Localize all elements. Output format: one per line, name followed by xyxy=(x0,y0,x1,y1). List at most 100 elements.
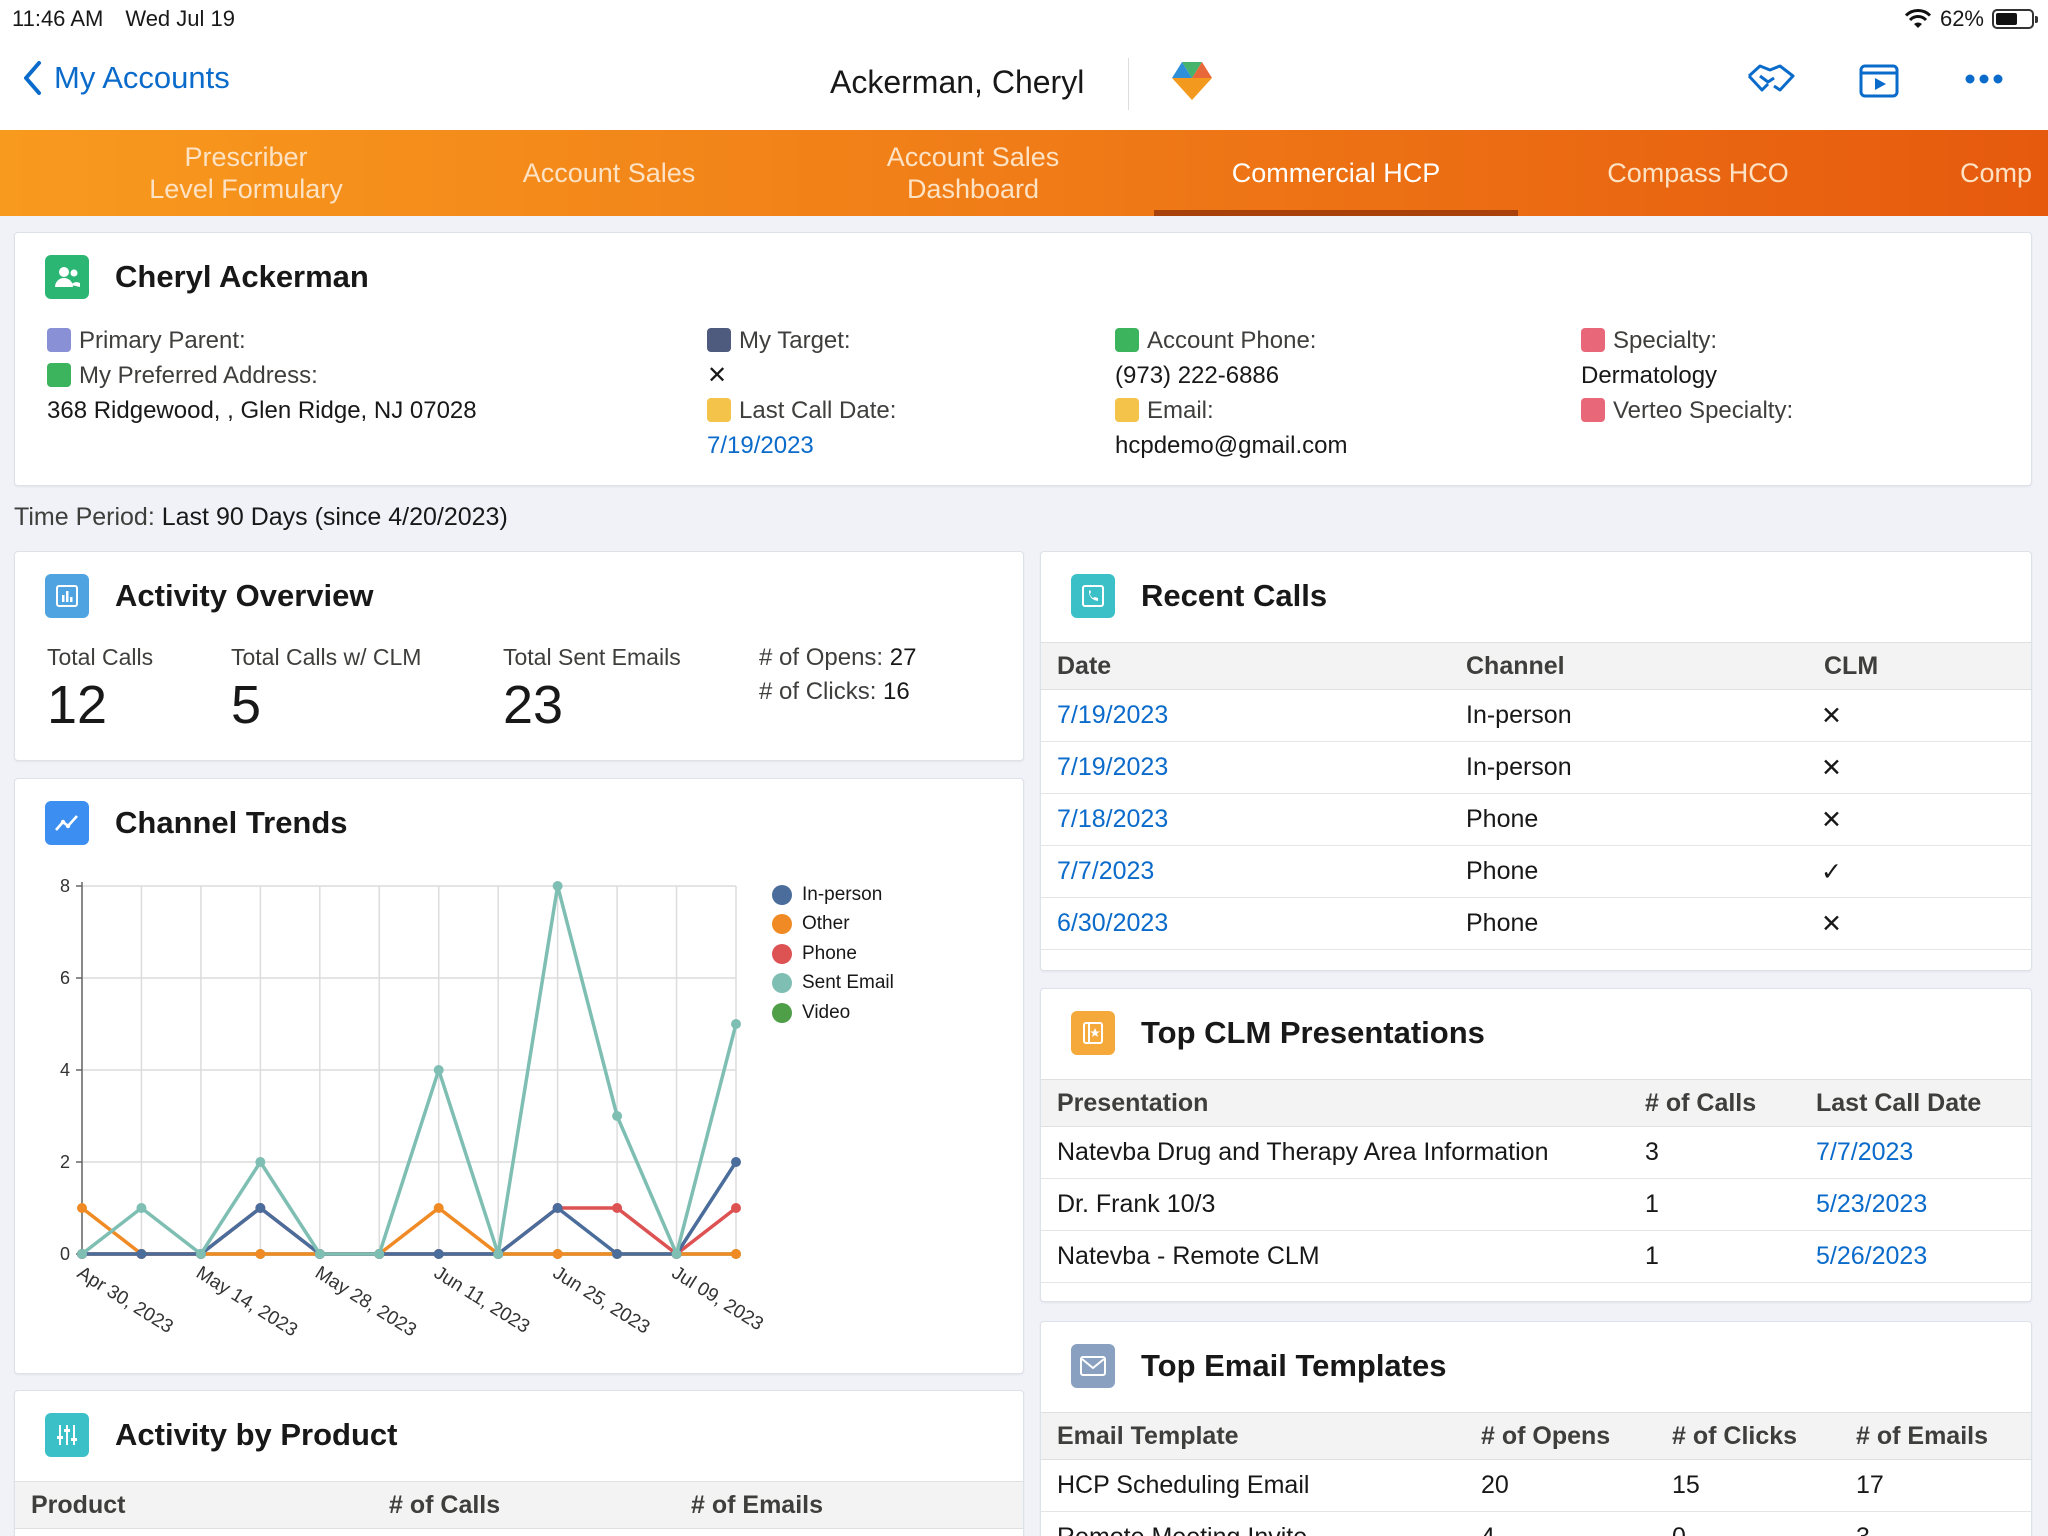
call-date-link[interactable]: 7/19/2023 xyxy=(1057,701,1169,729)
column-header-presentation[interactable]: Presentation xyxy=(1057,1088,1209,1117)
y-tick-label: 0 xyxy=(60,1244,70,1264)
table-row[interactable]: Dr. Frank 10/3 1 5/23/2023 xyxy=(1041,1179,2031,1231)
table-row[interactable]: Natevba - Remote CLM 1 5/26/2023 xyxy=(1041,1231,2031,1283)
opens-label: # of Opens: xyxy=(759,644,884,671)
tab-compass-hco[interactable]: Compass HCO xyxy=(1607,158,1789,188)
data-point-other xyxy=(255,1249,266,1259)
top-email-title: Top Email Templates xyxy=(1141,1348,1447,1383)
account-phone-value[interactable]: (973) 222-6886 xyxy=(1115,362,1280,389)
tab-account-sales-dashboard[interactable]: Account Sales Dashboard xyxy=(886,142,1060,204)
media-icon[interactable] xyxy=(1858,60,1900,100)
column-header-date[interactable]: Date xyxy=(1057,651,1112,680)
recent-calls-header: Recent Calls xyxy=(1071,574,1327,618)
column-header-opens[interactable]: # of Opens xyxy=(1481,1421,1611,1450)
table-row[interactable]: Natevba Drug and Therapy Area Informatio… xyxy=(1041,1127,2031,1179)
activity-overview-card: Activity Overview Total Calls 12 Total C… xyxy=(14,551,1024,761)
tab-partial-right[interactable]: Comp xyxy=(1960,158,2033,188)
call-date-link[interactable]: 7/7/2023 xyxy=(1057,857,1155,885)
compass-logo-icon[interactable] xyxy=(1168,60,1216,102)
my-target-value: ✕ xyxy=(707,362,728,389)
column-header-channel[interactable]: Channel xyxy=(1466,651,1565,680)
status-time: 11:46 AM Wed Jul 19 xyxy=(12,6,235,31)
legend-item-sent-email[interactable]: Sent Email xyxy=(772,969,894,999)
recent-calls-title: Recent Calls xyxy=(1141,578,1328,613)
y-tick-label: 2 xyxy=(60,1152,70,1172)
email-value[interactable]: hcpdemo@gmail.com xyxy=(1115,432,1348,459)
total-calls-clm-value: 5 xyxy=(231,675,262,735)
call-date-link[interactable]: 7/18/2023 xyxy=(1057,805,1169,833)
column-header-clicks[interactable]: # of Clicks xyxy=(1672,1421,1798,1450)
back-button[interactable]: My Accounts xyxy=(22,60,230,96)
data-point-sent-email xyxy=(77,1249,87,1259)
tab-partial-left[interactable] xyxy=(0,130,14,216)
column-header-emails[interactable]: # of Emails xyxy=(1856,1421,1988,1450)
call-clm-status: ✓ xyxy=(1821,857,1842,886)
legend-label: Sent Email xyxy=(802,972,894,994)
clicks-label: # of Clicks: xyxy=(759,678,877,705)
preferred-address-value: 368 Ridgewood, , Glen Ridge, NJ 07028 xyxy=(47,397,477,424)
call-date-link[interactable]: 7/19/2023 xyxy=(1057,753,1169,781)
template-emails: 17 xyxy=(1856,1471,1884,1499)
call-channel: In-person xyxy=(1466,701,1572,729)
y-tick-label: 6 xyxy=(60,968,70,988)
legend-item-in-person[interactable]: In-person xyxy=(772,880,894,910)
table-row[interactable]: 7/7/2023 Phone ✓ xyxy=(1041,846,2031,898)
data-point-sent-email xyxy=(433,1065,444,1075)
activity-by-product-card: Activity by Product Product # of Calls #… xyxy=(14,1390,1024,1536)
legend-item-video[interactable]: Video xyxy=(772,998,894,1028)
data-point-other xyxy=(433,1203,444,1213)
presentation-date-link[interactable]: 7/7/2023 xyxy=(1816,1138,1914,1166)
tab-account-sales[interactable]: Account Sales xyxy=(522,158,696,188)
legend-label: In-person xyxy=(802,883,883,905)
legend-item-phone[interactable]: Phone xyxy=(772,939,894,969)
table-row[interactable]: 7/19/2023 In-person ✕ xyxy=(1041,690,2031,742)
handshake-icon[interactable] xyxy=(1746,60,1796,100)
presentation-name: Dr. Frank 10/3 xyxy=(1057,1190,1216,1218)
table-row[interactable]: Remote Meeting Invite 4 0 3 xyxy=(1041,1512,2031,1536)
more-icon[interactable] xyxy=(1964,72,2004,86)
table-row[interactable]: 7/19/2023 In-person ✕ xyxy=(1041,742,2031,794)
legend-swatch xyxy=(772,943,792,964)
top-email-card: Top Email Templates Email Template # of … xyxy=(1040,1321,2032,1536)
data-point-phone xyxy=(612,1203,623,1213)
call-date-link[interactable]: 6/30/2023 xyxy=(1057,909,1169,937)
data-point-other xyxy=(77,1203,87,1213)
contact-icon xyxy=(45,255,89,299)
template-name: HCP Scheduling Email xyxy=(1057,1471,1310,1499)
verteo-specialty-field: Verteo Specialty: xyxy=(1581,393,1793,428)
presentation-date-link[interactable]: 5/26/2023 xyxy=(1816,1242,1928,1270)
column-header-calls[interactable]: # of Calls xyxy=(389,1490,501,1519)
data-point-phone xyxy=(731,1203,741,1213)
nav-bar: My Accounts Ackerman, Cheryl xyxy=(0,38,2048,130)
table-row[interactable]: HCP Scheduling Email 20 15 17 xyxy=(1041,1460,2031,1512)
column-header-product[interactable]: Product xyxy=(31,1490,126,1519)
column-header-email-template[interactable]: Email Template xyxy=(1057,1421,1239,1450)
legend-swatch xyxy=(772,914,792,935)
column-header-clm[interactable]: CLM xyxy=(1824,651,1879,680)
column-header-emails[interactable]: # of Emails xyxy=(691,1490,823,1519)
column-header-last-call-date[interactable]: Last Call Date xyxy=(1816,1088,1982,1117)
presentation-date-link[interactable]: 5/23/2023 xyxy=(1816,1190,1928,1218)
data-point-sent-email xyxy=(612,1111,623,1121)
channel-trends-card: Channel Trends xyxy=(14,778,1024,1374)
tab-commercial-hcp[interactable]: Commercial HCP xyxy=(1154,130,1518,216)
status-right: 62% xyxy=(1904,6,2038,32)
total-calls-value: 12 xyxy=(47,675,108,735)
last-call-date-link[interactable]: 7/19/2023 xyxy=(707,432,814,459)
top-email-table: Email Template # of Opens # of Clicks # … xyxy=(1041,1412,2031,1536)
chevron-left-icon xyxy=(24,61,41,95)
call-channel: Phone xyxy=(1466,909,1539,937)
tab-prescriber-level-formulary[interactable]: Prescriber Level Formulary xyxy=(149,142,343,204)
legend-item-other[interactable]: Other xyxy=(772,910,894,940)
activity-by-product-table: Product # of Calls # of Emails xyxy=(15,1481,1023,1529)
template-clicks: 0 xyxy=(1672,1512,1686,1536)
call-channel: In-person xyxy=(1466,753,1572,781)
opens-value: 27 xyxy=(889,644,917,671)
nav-divider xyxy=(1128,58,1129,110)
column-header-calls[interactable]: # of Calls xyxy=(1645,1088,1757,1117)
table-row[interactable]: 6/30/2023 Phone ✕ xyxy=(1041,898,2031,950)
x-tick-label: Apr 30, 2023 xyxy=(73,1262,176,1337)
template-emails: 3 xyxy=(1856,1512,1870,1536)
call-clm-status: ✕ xyxy=(1821,909,1842,938)
table-row[interactable]: 7/18/2023 Phone ✕ xyxy=(1041,794,2031,846)
